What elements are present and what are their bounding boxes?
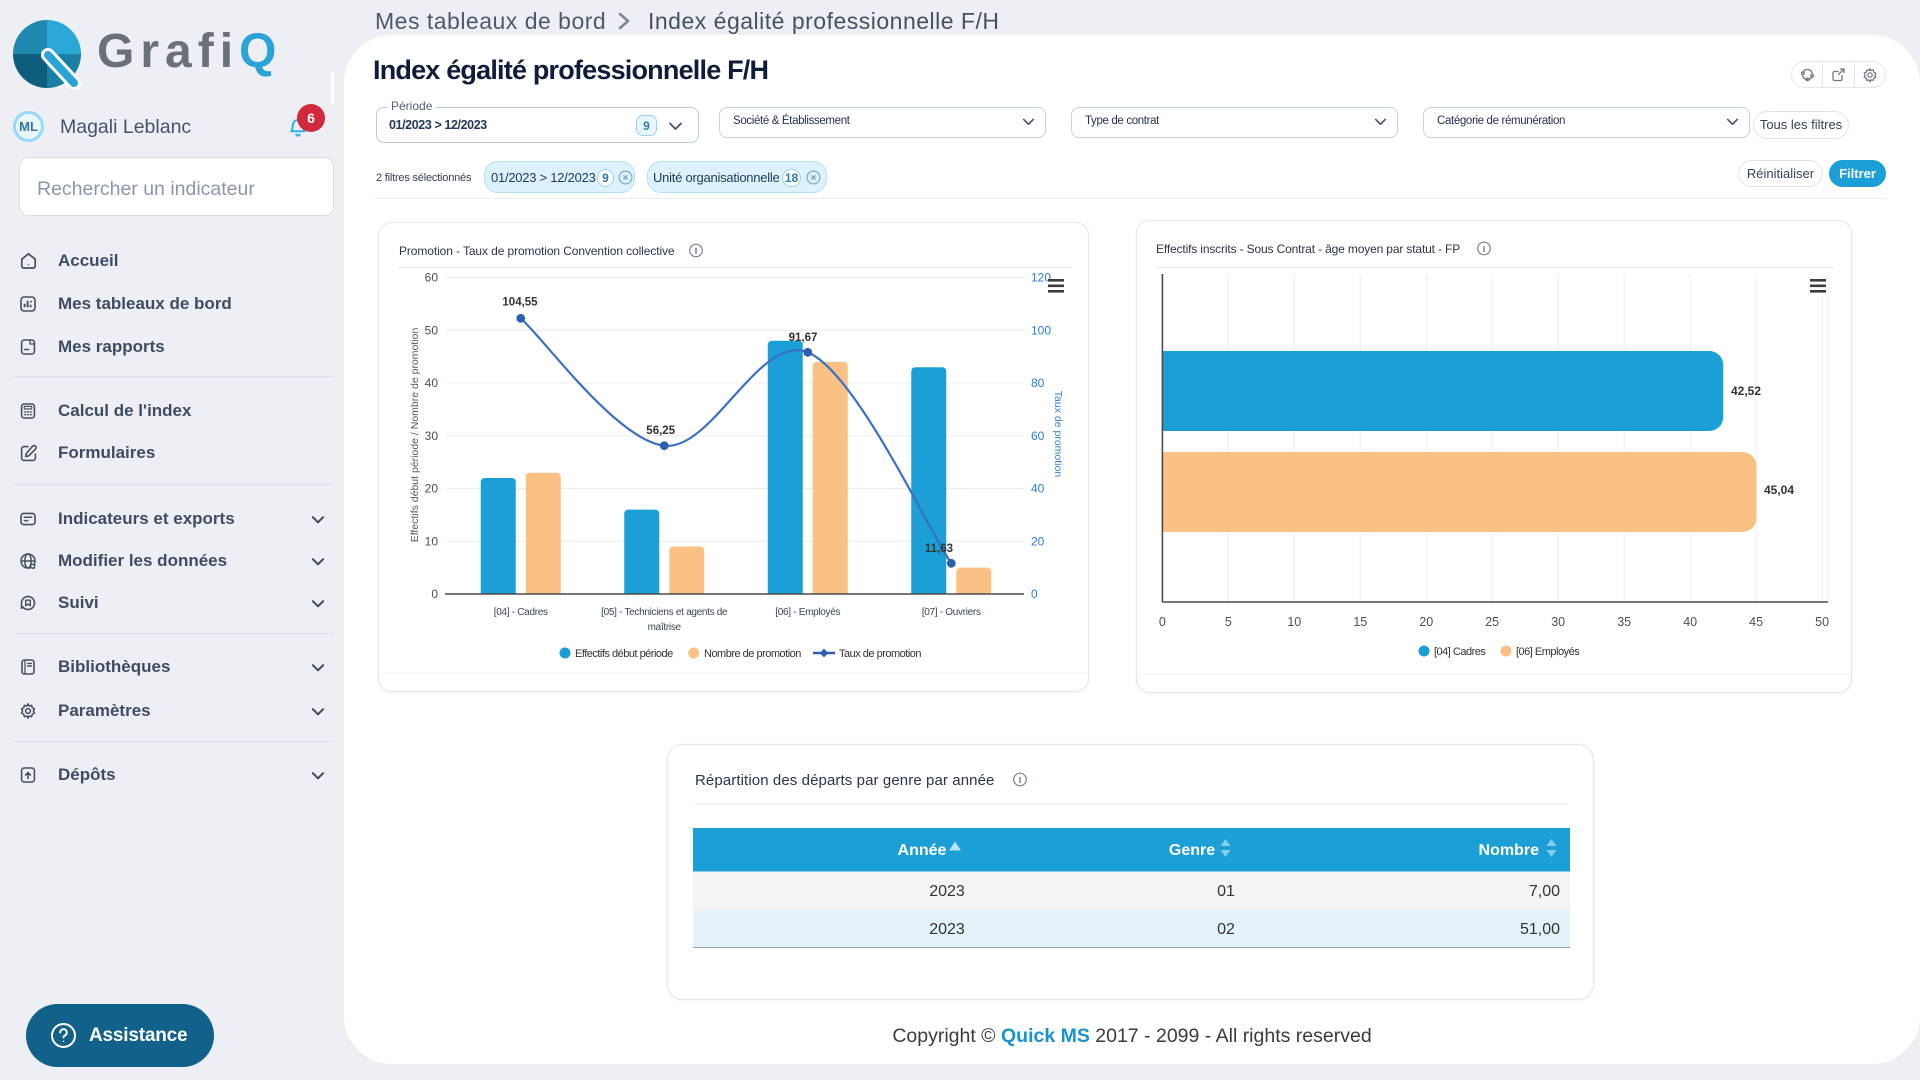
svg-text:42,52: 42,52 [1731,384,1761,398]
svg-text:Effectifs début période: Effectifs début période [575,648,673,660]
svg-text:Nombre: Nombre [1479,842,1540,859]
svg-text:56,25: 56,25 [646,425,675,437]
svg-text:60: 60 [1031,429,1045,443]
svg-text:11,63: 11,63 [925,543,953,555]
svg-text:2023: 2023 [929,883,965,900]
svg-text:Effectifs inscrits - Sous Cont: Effectifs inscrits - Sous Contrat - âge … [1156,242,1460,256]
svg-text:01: 01 [1217,883,1235,900]
svg-text:2023: 2023 [929,921,965,938]
svg-text:Année: Année [898,842,947,859]
svg-text:10: 10 [425,534,439,548]
svg-text:45,04: 45,04 [1764,483,1794,497]
svg-text:[04] - Cadres: [04] - Cadres [494,607,548,618]
svg-text:40: 40 [1683,615,1697,629]
svg-text:120: 120 [1031,271,1051,285]
svg-text:02: 02 [1217,921,1235,938]
svg-text:0: 0 [1031,587,1038,601]
svg-text:[04] Cadres: [04] Cadres [1434,646,1486,658]
svg-text:Nombre de promotion: Nombre de promotion [704,648,801,660]
svg-text:7,00: 7,00 [1529,883,1560,900]
svg-text:50: 50 [425,323,439,337]
svg-text:20: 20 [1031,534,1045,548]
svg-text:60: 60 [425,271,439,285]
svg-text:5: 5 [1225,615,1232,629]
svg-text:maîtrise: maîtrise [648,622,682,633]
svg-text:Effectifs début période / Nomb: Effectifs début période / Nombre de prom… [409,328,421,543]
svg-text:50: 50 [1815,615,1829,629]
svg-text:[05] - Techniciens et agents d: [05] - Techniciens et agents de [601,607,728,618]
svg-text:Répartition des départs par ge: Répartition des départs par genre par an… [695,772,995,789]
svg-text:40: 40 [425,376,439,390]
svg-text:Taux de promotion: Taux de promotion [839,648,921,660]
svg-text:Genre: Genre [1169,842,1215,859]
svg-text:[06] Employés: [06] Employés [1516,646,1580,658]
svg-text:25: 25 [1485,615,1499,629]
svg-text:30: 30 [1551,615,1565,629]
svg-text:91,67: 91,67 [789,332,818,344]
svg-text:40: 40 [1031,482,1045,496]
svg-text:35: 35 [1617,615,1631,629]
svg-text:Taux de promotion: Taux de promotion [1052,391,1064,478]
svg-text:Promotion - Taux de promotion: Promotion - Taux de promotion Convention… [399,244,675,258]
svg-text:104,55: 104,55 [502,297,538,309]
svg-text:30: 30 [425,429,439,443]
svg-text:51,00: 51,00 [1520,921,1560,938]
svg-text:45: 45 [1749,615,1763,629]
svg-text:[06] - Employés: [06] - Employés [775,607,840,618]
svg-text:0: 0 [431,587,438,601]
svg-text:100: 100 [1031,323,1051,337]
svg-text:15: 15 [1353,615,1367,629]
svg-text:20: 20 [425,482,439,496]
svg-text:80: 80 [1031,376,1045,390]
svg-text:20: 20 [1419,615,1433,629]
svg-text:10: 10 [1287,615,1301,629]
svg-text:[07] - Ouvriers: [07] - Ouvriers [922,607,981,618]
svg-text:0: 0 [1159,615,1166,629]
